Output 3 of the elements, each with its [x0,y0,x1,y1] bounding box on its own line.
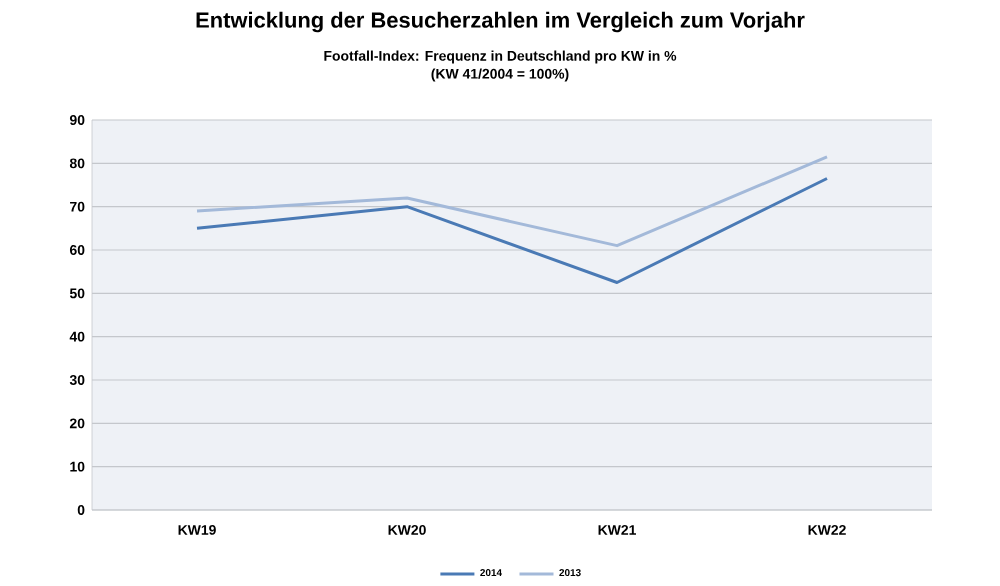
line-series [195,176,829,284]
chart-title: Entwicklung der Besucherzahlen im Vergleich zum Vorjahr [196,11,805,32]
line-series [195,154,829,247]
